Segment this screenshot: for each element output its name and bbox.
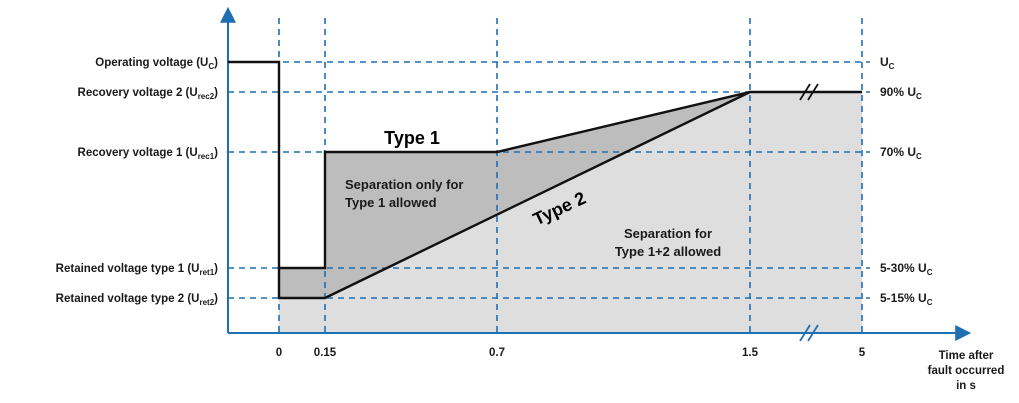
horizontal-grid-lines	[228, 61, 870, 299]
curve-break-mark	[799, 83, 819, 101]
type1-label: Type 1	[384, 128, 440, 148]
x-tick-0: 0	[276, 347, 282, 359]
x-axis-title-line1: Time after	[939, 350, 994, 362]
x-axis-title-line2: fault occurred	[928, 365, 1005, 377]
label-retained-voltage-type1: Retained voltage type 1 (Uret1)	[56, 263, 218, 277]
label-recovery-voltage-1: Recovery voltage 1 (Urec1)	[78, 147, 219, 161]
label-right-70: 70% UC	[880, 145, 922, 161]
x-tick-5: 5	[859, 347, 866, 359]
label-right-5-30: 5-30% UC	[880, 261, 933, 277]
x-axis-title-line3: in s	[956, 380, 976, 392]
left-labels: Operating voltage (UC) Recovery voltage …	[56, 57, 218, 307]
region-type1-only-fill	[279, 92, 750, 298]
svg-text:Type 1 allowed: Type 1 allowed	[345, 195, 437, 210]
label-retained-voltage-type2: Retained voltage type 2 (Uret2)	[56, 293, 218, 307]
label-recovery-voltage-2: Recovery voltage 2 (Urec2)	[78, 87, 219, 101]
x-tick-15: 1.5	[742, 347, 759, 359]
x-tick-07: 0.7	[489, 347, 505, 359]
x-axis-title: Time after fault occurred in s	[928, 350, 1005, 392]
x-tick-015: 0.15	[314, 347, 337, 359]
label-right-5-15: 5-15% UC	[880, 291, 933, 307]
type2-curve	[277, 90, 751, 300]
svg-text:Type 1+2 allowed: Type 1+2 allowed	[615, 244, 721, 259]
x-tick-labels: 0 0.15 0.7 1.5 5	[276, 347, 866, 359]
label-right-90: 90% UC	[880, 85, 922, 101]
region-type1-only-label: Separation only for Type 1 allowed	[345, 177, 463, 210]
type1-curve	[228, 60, 862, 270]
right-labels: UC 90% UC 70% UC 5-30% UC 5-15% UC	[880, 55, 933, 307]
x-axis-break-mark	[799, 324, 819, 342]
region-type1-2-label: Separation for Type 1+2 allowed	[615, 226, 721, 259]
svg-text:Separation only for: Separation only for	[345, 177, 463, 192]
svg-text:Separation for: Separation for	[624, 226, 712, 241]
label-operating-voltage: Operating voltage (UC)	[95, 57, 218, 71]
label-right-uc: UC	[880, 55, 895, 71]
